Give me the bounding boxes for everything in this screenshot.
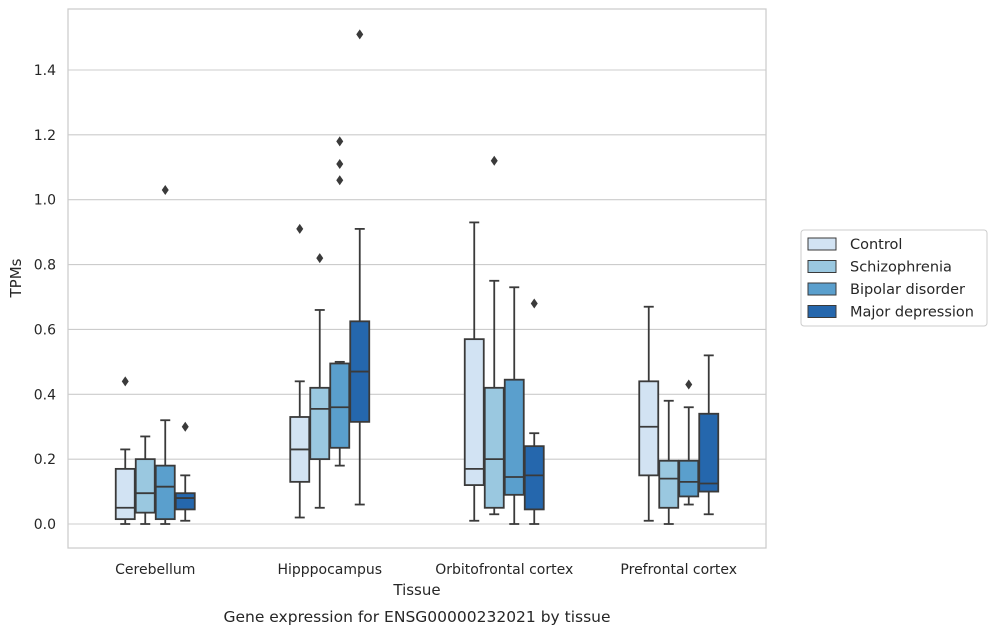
x-tick-label: Cerebellum xyxy=(115,562,195,578)
box-iqr xyxy=(174,492,196,511)
box-major-depression xyxy=(523,298,545,525)
x-axis-label: Tissue xyxy=(392,581,440,599)
box-iqr xyxy=(658,459,680,509)
box-iqr xyxy=(698,412,720,493)
y-tick-label: 0.2 xyxy=(34,452,56,468)
box-iqr xyxy=(329,362,351,449)
box-control xyxy=(289,223,311,519)
x-tick-labels: Cerebellum Hipppocampus Orbitofrontal cort… xyxy=(115,562,737,578)
box-iqr xyxy=(154,464,176,521)
y-tick-label: 1.2 xyxy=(34,128,56,144)
plot-frame xyxy=(67,8,767,549)
box-bipolar-disorder xyxy=(678,379,700,506)
legend-label: Schizophrenia xyxy=(850,260,952,276)
outlier-point xyxy=(336,136,344,147)
boxes xyxy=(114,29,720,525)
outlier-point xyxy=(181,421,189,432)
box-iqr xyxy=(309,386,331,461)
box-iqr xyxy=(523,445,545,511)
box-control xyxy=(463,221,485,522)
outlier-point xyxy=(161,184,169,195)
y-tick-labels: 0.0 0.2 0.4 0.6 0.8 1.0 1.2 1.4 xyxy=(34,63,56,533)
box-iqr xyxy=(678,459,700,498)
legend-label: Bipolar disorder xyxy=(850,282,965,298)
box-bipolar-disorder xyxy=(503,286,525,525)
outlier-point xyxy=(490,155,498,166)
legend-swatch xyxy=(807,305,837,318)
box-iqr xyxy=(483,386,505,509)
box-iqr xyxy=(114,467,136,521)
legend-swatch xyxy=(807,282,837,296)
y-tick-label: 0.4 xyxy=(34,387,56,403)
legend-frame xyxy=(800,229,988,327)
box-bipolar-disorder xyxy=(154,184,176,525)
x-tick-label: Orbitofrontal cortex xyxy=(435,562,573,578)
legend: Control Schizophrenia Bipolar disorder Majo… xyxy=(800,229,988,327)
outlier-point xyxy=(296,223,304,234)
y-gridlines xyxy=(68,69,766,525)
outlier-point xyxy=(356,29,364,40)
y-tick-label: 1.4 xyxy=(34,63,56,79)
outlier-point xyxy=(685,379,693,390)
box-major-depression xyxy=(698,354,720,516)
box-schizophrenia xyxy=(309,253,331,509)
y-tick-label: 0.0 xyxy=(34,517,56,533)
box-iqr xyxy=(638,380,660,477)
box-schizophrenia xyxy=(483,155,505,516)
box-bipolar-disorder xyxy=(329,136,351,467)
box-major-depression xyxy=(349,29,371,506)
box-iqr xyxy=(134,458,156,514)
legend-swatch xyxy=(807,237,837,251)
legend-label: Major depression xyxy=(850,305,974,321)
y-tick-label: 0.8 xyxy=(34,258,56,274)
legend-swatch xyxy=(807,260,837,273)
box-schizophrenia xyxy=(658,399,680,525)
x-tick-label: Prefrontal cortex xyxy=(620,562,737,578)
outlier-point xyxy=(316,253,324,264)
outlier-point xyxy=(336,175,344,186)
box-iqr xyxy=(463,338,485,486)
box-iqr xyxy=(503,378,525,496)
box-schizophrenia xyxy=(134,435,156,525)
box-major-depression xyxy=(174,421,196,522)
y-tick-label: 0.6 xyxy=(34,322,56,338)
outlier-point xyxy=(336,159,344,170)
outlier-point xyxy=(121,376,129,387)
x-tick-label: Hipppocampus xyxy=(277,562,382,578)
y-tick-label: 1.0 xyxy=(34,193,56,209)
y-axis-label: TPMs xyxy=(7,258,25,298)
figure-caption: Gene expression for ENSG00000232021 by t… xyxy=(223,608,610,626)
box-control xyxy=(114,376,136,525)
outlier-point xyxy=(530,298,538,309)
legend-label: Control xyxy=(850,237,902,253)
box-control xyxy=(638,305,660,522)
